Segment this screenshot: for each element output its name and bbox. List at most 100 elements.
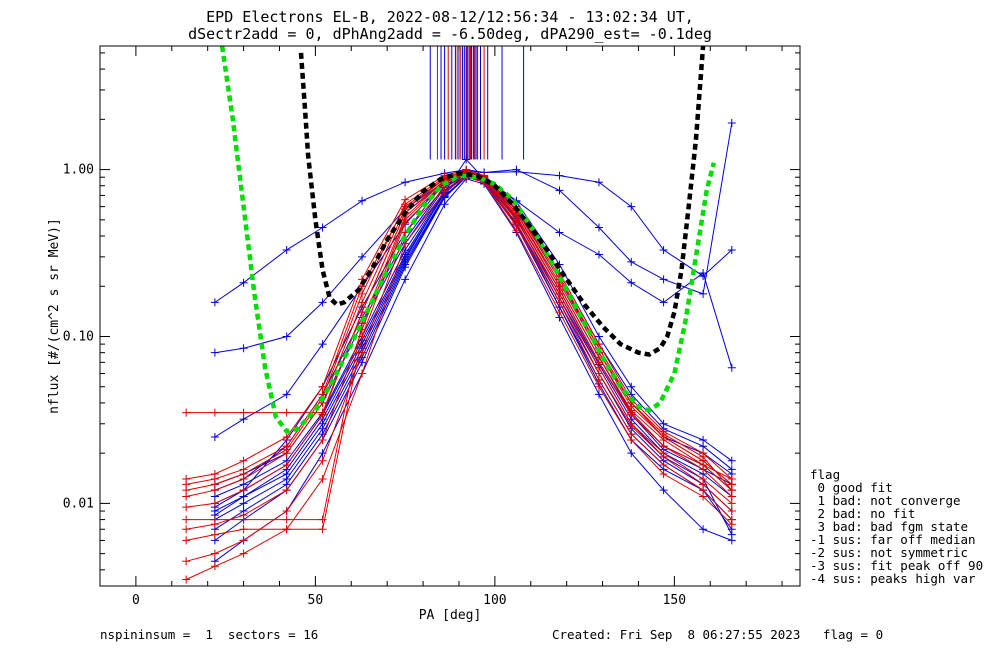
y-axis-label: nflux [#/(cm^2 s sr MeV)]	[47, 218, 62, 414]
blue-series-line	[214, 176, 733, 541]
red-data-point	[659, 442, 668, 451]
legend-item: -1 sus: far off median	[810, 532, 976, 547]
red-data-point	[727, 499, 736, 508]
blue-data-point	[210, 298, 219, 307]
x-tick-label: 50	[308, 593, 324, 608]
red-data-point	[182, 515, 191, 524]
blue-data-point	[318, 223, 327, 232]
red-series-line	[186, 173, 733, 541]
plot-frame	[99, 45, 801, 587]
x-tick-label: 150	[663, 593, 686, 608]
blue-series-line	[214, 175, 733, 530]
blue-data-point	[401, 275, 410, 284]
y-tick-label: 0.01	[63, 496, 94, 511]
red-data-point	[512, 226, 521, 235]
blue-data-point	[727, 245, 736, 254]
blue-data-point	[401, 255, 410, 264]
red-data-point	[239, 456, 248, 465]
red-data-point	[358, 308, 367, 317]
red-data-point	[555, 294, 564, 303]
blue-series-line	[214, 178, 732, 562]
blue-data-point	[594, 178, 603, 187]
legend-item: 1 bad: not converge	[810, 493, 961, 508]
red-data-point	[462, 165, 471, 174]
red-data-point	[401, 239, 410, 248]
legend-item: -2 sus: not symmetric	[810, 545, 969, 560]
red-data-point	[210, 530, 219, 539]
red-data-point	[282, 507, 291, 516]
red-data-point	[210, 499, 219, 508]
blue-data-point	[727, 456, 736, 465]
blue-data-point	[659, 298, 668, 307]
legend-item: -3 sus: fit peak off 90	[810, 558, 984, 573]
red-data-point	[594, 369, 603, 378]
red-data-point	[239, 549, 248, 558]
red-data-point	[318, 475, 327, 484]
red-data-point	[239, 511, 248, 520]
red-data-point	[318, 410, 327, 419]
blue-series-line	[214, 158, 733, 535]
red-data-point	[282, 408, 291, 417]
blue-data-point	[594, 390, 603, 399]
blue-data-point	[555, 171, 564, 180]
red-data-point	[239, 536, 248, 545]
red-data-point	[318, 435, 327, 444]
blue-series-line	[214, 176, 733, 521]
red-data-point	[282, 460, 291, 469]
blue-data-point	[727, 363, 736, 372]
red-data-point	[210, 480, 219, 489]
red-data-point	[282, 525, 291, 534]
chart-title-line1: EPD Electrons EL-B, 2022-08-12/12:56:34 …	[206, 8, 694, 26]
red-data-point	[627, 410, 636, 419]
blue-data-point	[699, 525, 708, 534]
blue-data-point	[318, 298, 327, 307]
blue-data-point	[440, 200, 449, 209]
flag-legend: flag 0 good fit 1 bad: not converge 2 ba…	[810, 468, 983, 585]
red-data-point	[282, 432, 291, 441]
y-tick-label: 0.10	[63, 329, 94, 344]
legend-item: -4 sus: peaks high var	[810, 571, 976, 586]
red-series-line	[186, 171, 733, 521]
blue-data-point	[594, 223, 603, 232]
blue-data-point	[282, 332, 291, 341]
red-data-point	[182, 475, 191, 484]
blue-data-point	[699, 435, 708, 444]
x-axis-label: PA [deg]	[419, 608, 482, 623]
blue-series-line	[214, 169, 733, 303]
black-fit-curve	[298, 46, 706, 357]
red-data-point	[440, 187, 449, 196]
red-data-point	[699, 492, 708, 501]
footer-right: Created: Fri Sep 8 06:27:55 2023 flag = …	[552, 627, 884, 642]
red-data-point	[282, 486, 291, 495]
legend-item: 0 good fit	[810, 480, 893, 495]
blue-data-point	[358, 196, 367, 205]
red-data-point	[182, 486, 191, 495]
red-data-point	[239, 408, 248, 417]
red-data-point	[358, 369, 367, 378]
blue-data-point	[727, 119, 736, 128]
red-data-point	[182, 575, 191, 584]
red-data-point	[318, 456, 327, 465]
blue-data-point	[210, 348, 219, 357]
blue-data-point	[555, 228, 564, 237]
red-data-point	[282, 515, 291, 524]
red-data-point	[659, 460, 668, 469]
blue-data-point	[555, 186, 564, 195]
red-data-point	[401, 195, 410, 204]
y-tick-label: 1.00	[63, 163, 94, 178]
red-data-point	[318, 382, 327, 391]
blue-data-point	[627, 278, 636, 287]
red-data-point	[210, 408, 219, 417]
red-data-point	[182, 503, 191, 512]
red-data-point	[239, 470, 248, 479]
red-data-point	[210, 549, 219, 558]
red-data-point	[210, 562, 219, 571]
red-data-point	[282, 445, 291, 454]
blue-data-point	[282, 245, 291, 254]
blue-data-point	[318, 340, 327, 349]
blue-data-point	[727, 530, 736, 539]
x-tick-label: 0	[132, 593, 140, 608]
green-fit-curve	[219, 46, 716, 434]
blue-data-point	[358, 252, 367, 261]
